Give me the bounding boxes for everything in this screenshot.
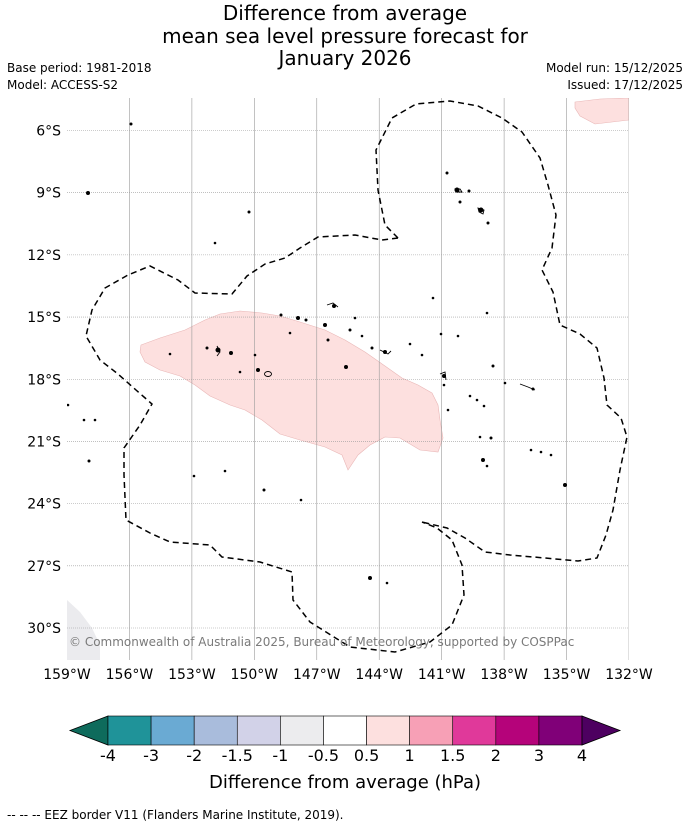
colorbar-tick-label: -0.5 xyxy=(308,746,339,765)
colorbar-tick-label: 4 xyxy=(577,746,587,765)
colorbar-tick-label: 0.5 xyxy=(354,746,379,765)
title-line-3: January 2026 xyxy=(278,46,412,70)
colorbar-segment xyxy=(452,715,497,746)
islands xyxy=(67,122,567,585)
longitude-label: 153°W xyxy=(168,667,216,683)
positive-anomaly-region-ne xyxy=(574,98,629,125)
colorbar-tick-label: 2 xyxy=(491,746,501,765)
longitude-label: 147°W xyxy=(293,667,341,683)
colorbar-tick-label: -3 xyxy=(143,746,159,765)
colorbar-segment xyxy=(495,715,540,746)
latitude-label: 15°S xyxy=(27,310,61,326)
colorbar-tick-label: -1.5 xyxy=(222,746,253,765)
eez-legend: -- -- -- EEZ border V11 (Flanders Marine… xyxy=(7,808,344,822)
longitude-label: 156°W xyxy=(106,667,154,683)
latitude-labels: 6°S 9°S 12°S 15°S 18°S 21°S 24°S 27°S 30°S xyxy=(27,124,61,638)
base-info: Base period: 1981-2018 Model: ACCESS-S2 xyxy=(7,60,152,94)
longitude-label: 132°W xyxy=(605,667,653,683)
colorbar-tick-label: 1.5 xyxy=(440,746,465,765)
issued-date: Issued: 17/12/2025 xyxy=(567,78,683,92)
title-line-1: Difference from average xyxy=(222,1,468,25)
colorbar-tick-label: -2 xyxy=(186,746,202,765)
colorbar-segment xyxy=(150,715,195,746)
colorbar-segment xyxy=(193,715,238,746)
latitude-label: 27°S xyxy=(27,559,61,575)
longitude-label: 141°W xyxy=(418,667,466,683)
negative-anomaly-region xyxy=(67,600,100,660)
latitude-label: 21°S xyxy=(27,434,61,450)
colorbar-segment xyxy=(366,715,410,746)
longitude-label: 144°W xyxy=(355,667,403,683)
colorbar-segment xyxy=(280,715,324,746)
longitude-label: 135°W xyxy=(543,667,591,683)
latitude-label: 24°S xyxy=(27,497,61,513)
latitude-label: 30°S xyxy=(27,621,61,637)
run-info: Model run: 15/12/2025 Issued: 17/12/2025 xyxy=(546,60,683,94)
copyright-notice: © Commonwealth of Australia 2025, Bureau… xyxy=(69,635,574,649)
colorbar-tick-label: 3 xyxy=(534,746,544,765)
model-run: Model run: 15/12/2025 xyxy=(545,61,683,75)
eez-border-north xyxy=(375,100,628,562)
colorbar-tick-label: -1 xyxy=(272,746,288,765)
latitude-label: 9°S xyxy=(36,186,61,202)
colorbar-segment xyxy=(323,715,367,746)
longitude-label: 159°W xyxy=(43,667,91,683)
longitude-label: 138°W xyxy=(480,667,528,683)
model-name: Model: ACCESS-S2 xyxy=(7,78,119,92)
colorbar-tick-label: 1 xyxy=(405,746,415,765)
colorbar-extend-high xyxy=(581,715,622,746)
colorbar-segment xyxy=(236,715,281,746)
colorbar-segment xyxy=(409,715,454,746)
island-outlines xyxy=(216,188,536,391)
longitude-label: 150°W xyxy=(231,667,279,683)
title-line-2: mean sea level pressure forecast for xyxy=(162,23,528,48)
graticule xyxy=(67,98,629,660)
base-period: Base period: 1981-2018 xyxy=(7,61,152,75)
colorbar-tick-label: -4 xyxy=(100,746,116,765)
eez-border-west xyxy=(85,234,465,653)
colorbar-extend-low xyxy=(68,715,109,746)
latitude-label: 18°S xyxy=(27,372,61,388)
colorbar-segment xyxy=(107,715,152,746)
colorbar-segment xyxy=(538,715,583,746)
positive-anomaly-region-main xyxy=(139,310,444,471)
colorbar-title: Difference from average (hPa) xyxy=(209,772,481,793)
map-title: Difference from average mean sea level p… xyxy=(0,2,690,70)
map-area xyxy=(67,98,629,660)
colorbar: -4 -3 -2 -1.5 -1 -0.5 0.5 1 1.5 2 3 4 xyxy=(68,715,622,765)
latitude-label: 12°S xyxy=(27,248,61,264)
latitude-label: 6°S xyxy=(36,124,61,140)
longitude-labels: 159°W 156°W 153°W 150°W 147°W 144°W 141°W 138°W… xyxy=(43,667,653,683)
